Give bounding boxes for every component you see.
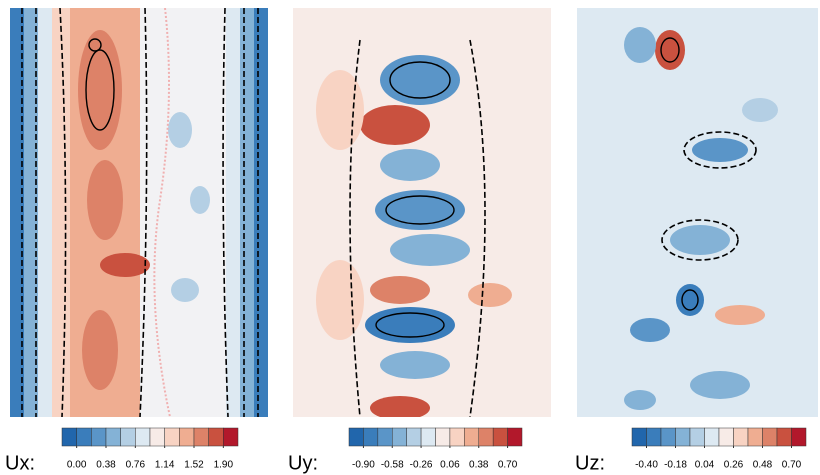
colorbar-swatch bbox=[718, 427, 734, 447]
colorbar-swatch bbox=[762, 427, 778, 447]
colorbar-swatch bbox=[91, 427, 107, 447]
colorbar-swatch bbox=[76, 427, 92, 447]
colorbar-swatch bbox=[105, 427, 121, 447]
colorbar-tick-label: 0.06 bbox=[440, 460, 460, 471]
colorbar-swatch bbox=[704, 427, 720, 447]
colorbar-swatch bbox=[135, 427, 151, 447]
colorbar-tick-label: 0.04 bbox=[695, 460, 715, 471]
colorbar-swatch bbox=[392, 427, 407, 447]
ux-field bbox=[10, 8, 268, 417]
colorbar-swatch bbox=[420, 427, 436, 447]
colorbar-tick-label: 1.90 bbox=[214, 460, 234, 471]
colorbar-swatch bbox=[61, 427, 77, 447]
colorbar-tick-label: -0.90 bbox=[352, 460, 375, 471]
colorbar-tick-label: -0.26 bbox=[410, 460, 433, 471]
colorbar-swatch bbox=[164, 427, 180, 447]
colorbar-tick-label: -0.18 bbox=[664, 460, 687, 471]
colorbar-tick-label: 0.38 bbox=[469, 460, 489, 471]
colorbar-title: Uz: bbox=[575, 452, 605, 474]
colorbar-tick-label: 0.00 bbox=[67, 460, 87, 471]
colorbar-swatch bbox=[675, 427, 691, 447]
colorbar-swatch bbox=[646, 427, 662, 447]
colorbar-swatch bbox=[689, 427, 705, 447]
colorbar-tick-label: 0.48 bbox=[753, 460, 773, 471]
uy-field bbox=[293, 8, 551, 417]
colorbar-tick-label: 0.38 bbox=[96, 460, 116, 471]
colorbar-swatch bbox=[449, 427, 465, 447]
colorbar-tick-label: 0.70 bbox=[498, 460, 518, 471]
colorbar-swatch bbox=[149, 427, 165, 447]
colorbar-swatch bbox=[631, 427, 647, 447]
colorbar-swatch bbox=[348, 427, 364, 447]
colorbar-swatch bbox=[660, 427, 676, 447]
colorbar-swatch bbox=[377, 427, 393, 447]
colorbar-swatch bbox=[208, 427, 224, 447]
colorbar-title: Uy: bbox=[288, 452, 318, 474]
colorbar-swatch bbox=[791, 427, 807, 447]
colorbar-swatch bbox=[776, 427, 792, 447]
colorbar-tick-label: -0.40 bbox=[635, 460, 658, 471]
colorbar-swatch bbox=[193, 427, 209, 447]
colorbar-tick-label: -0.58 bbox=[381, 460, 404, 471]
colorbar-swatch bbox=[747, 427, 763, 447]
colorbar-tick-label: 0.70 bbox=[782, 460, 802, 471]
colorbar-swatch bbox=[223, 427, 239, 447]
colorbar-swatch bbox=[464, 427, 480, 447]
colorbar-tick-label: 0.76 bbox=[126, 460, 146, 471]
colorbar-swatch bbox=[507, 427, 523, 447]
colorbar-swatch bbox=[406, 427, 422, 447]
colorbar-swatch bbox=[478, 427, 494, 447]
colorbar-title: Ux: bbox=[5, 452, 35, 474]
uz-field bbox=[577, 8, 818, 417]
colorbar-swatch bbox=[120, 427, 136, 447]
colorbar-tick-label: 0.26 bbox=[724, 460, 744, 471]
colorbar-swatch bbox=[363, 427, 379, 447]
colorbar-swatch bbox=[435, 427, 451, 447]
colorbar-tick-label: 1.14 bbox=[155, 460, 175, 471]
colorbar-tick-label: 1.52 bbox=[184, 460, 204, 471]
colorbar-swatch bbox=[492, 427, 508, 447]
colorbar-swatch bbox=[733, 427, 749, 447]
colorbar-swatch bbox=[179, 427, 195, 447]
